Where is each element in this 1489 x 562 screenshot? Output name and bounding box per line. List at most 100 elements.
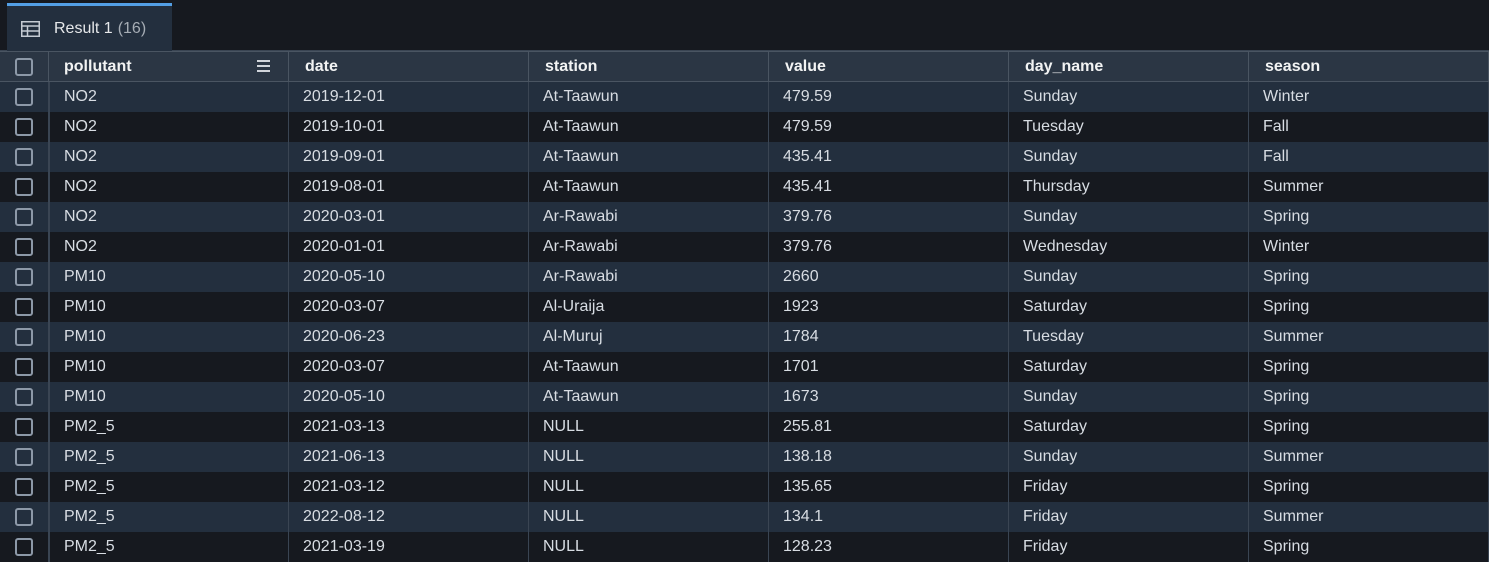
- table-row[interactable]: PM2_5 2021-03-13 NULL 255.81 Saturday Spring: [0, 412, 1489, 442]
- cell-date[interactable]: 2020-06-23: [289, 322, 529, 352]
- cell-pollutant[interactable]: NO2: [49, 172, 289, 202]
- cell-station[interactable]: At-Taawun: [529, 112, 769, 142]
- cell-pollutant[interactable]: NO2: [49, 142, 289, 172]
- cell-station[interactable]: Ar-Rawabi: [529, 262, 769, 292]
- column-header-pollutant[interactable]: pollutant: [49, 52, 289, 81]
- cell-season[interactable]: Spring: [1249, 382, 1489, 412]
- cell-station[interactable]: NULL: [529, 442, 769, 472]
- row-checkbox[interactable]: [15, 538, 33, 556]
- cell-date[interactable]: 2020-03-07: [289, 352, 529, 382]
- cell-season[interactable]: Spring: [1249, 202, 1489, 232]
- cell-day-name[interactable]: Saturday: [1009, 352, 1249, 382]
- cell-pollutant[interactable]: PM10: [49, 352, 289, 382]
- cell-value[interactable]: 379.76: [769, 202, 1009, 232]
- row-checkbox[interactable]: [15, 148, 33, 166]
- cell-value[interactable]: 479.59: [769, 82, 1009, 112]
- cell-station[interactable]: NULL: [529, 412, 769, 442]
- cell-day-name[interactable]: Wednesday: [1009, 232, 1249, 262]
- cell-season[interactable]: Fall: [1249, 112, 1489, 142]
- cell-value[interactable]: 255.81: [769, 412, 1009, 442]
- cell-date[interactable]: 2020-03-07: [289, 292, 529, 322]
- cell-day-name[interactable]: Tuesday: [1009, 322, 1249, 352]
- cell-pollutant[interactable]: NO2: [49, 82, 289, 112]
- cell-pollutant[interactable]: PM10: [49, 322, 289, 352]
- row-checkbox[interactable]: [15, 418, 33, 436]
- cell-value[interactable]: 128.23: [769, 532, 1009, 562]
- column-header-station[interactable]: station: [529, 52, 769, 81]
- table-row[interactable]: NO2 2020-01-01 Ar-Rawabi 379.76 Wednesday Win…: [0, 232, 1489, 262]
- cell-day-name[interactable]: Tuesday: [1009, 112, 1249, 142]
- cell-date[interactable]: 2021-03-19: [289, 532, 529, 562]
- cell-date[interactable]: 2020-03-01: [289, 202, 529, 232]
- cell-value[interactable]: 1923: [769, 292, 1009, 322]
- cell-station[interactable]: Al-Muruj: [529, 322, 769, 352]
- cell-date[interactable]: 2021-06-13: [289, 442, 529, 472]
- cell-season[interactable]: Winter: [1249, 232, 1489, 262]
- table-row[interactable]: PM10 2020-05-10 Ar-Rawabi 2660 Sunday Spring: [0, 262, 1489, 292]
- cell-value[interactable]: 135.65: [769, 472, 1009, 502]
- cell-date[interactable]: 2021-03-13: [289, 412, 529, 442]
- cell-pollutant[interactable]: PM2_5: [49, 532, 289, 562]
- table-row[interactable]: PM10 2020-03-07 At-Taawun 1701 Saturday Sprin…: [0, 352, 1489, 382]
- cell-date[interactable]: 2020-01-01: [289, 232, 529, 262]
- cell-value[interactable]: 2660: [769, 262, 1009, 292]
- cell-pollutant[interactable]: PM2_5: [49, 442, 289, 472]
- cell-season[interactable]: Summer: [1249, 502, 1489, 532]
- cell-value[interactable]: 435.41: [769, 172, 1009, 202]
- cell-day-name[interactable]: Sunday: [1009, 262, 1249, 292]
- row-checkbox[interactable]: [15, 208, 33, 226]
- cell-value[interactable]: 1784: [769, 322, 1009, 352]
- cell-season[interactable]: Spring: [1249, 532, 1489, 562]
- cell-day-name[interactable]: Sunday: [1009, 382, 1249, 412]
- column-header-day-name[interactable]: day_name: [1009, 52, 1249, 81]
- cell-station[interactable]: At-Taawun: [529, 352, 769, 382]
- cell-day-name[interactable]: Thursday: [1009, 172, 1249, 202]
- column-header-date[interactable]: date: [289, 52, 529, 81]
- row-checkbox[interactable]: [15, 118, 33, 136]
- cell-station[interactable]: NULL: [529, 472, 769, 502]
- table-row[interactable]: PM2_5 2022-08-12 NULL 134.1 Friday Summer: [0, 502, 1489, 532]
- row-checkbox[interactable]: [15, 358, 33, 376]
- cell-season[interactable]: Summer: [1249, 322, 1489, 352]
- cell-date[interactable]: 2019-10-01: [289, 112, 529, 142]
- cell-value[interactable]: 134.1: [769, 502, 1009, 532]
- cell-pollutant[interactable]: NO2: [49, 232, 289, 262]
- cell-station[interactable]: At-Taawun: [529, 172, 769, 202]
- cell-value[interactable]: 138.18: [769, 442, 1009, 472]
- table-row[interactable]: PM10 2020-05-10 At-Taawun 1673 Sunday Spring: [0, 382, 1489, 412]
- cell-date[interactable]: 2019-09-01: [289, 142, 529, 172]
- cell-season[interactable]: Fall: [1249, 142, 1489, 172]
- cell-pollutant[interactable]: PM2_5: [49, 472, 289, 502]
- table-row[interactable]: PM2_5 2021-03-19 NULL 128.23 Friday Spring: [0, 532, 1489, 562]
- row-checkbox[interactable]: [15, 178, 33, 196]
- cell-day-name[interactable]: Friday: [1009, 502, 1249, 532]
- table-row[interactable]: NO2 2019-10-01 At-Taawun 479.59 Tuesday Fall: [0, 112, 1489, 142]
- row-checkbox[interactable]: [15, 268, 33, 286]
- cell-season[interactable]: Spring: [1249, 412, 1489, 442]
- cell-day-name[interactable]: Sunday: [1009, 82, 1249, 112]
- table-row[interactable]: PM10 2020-06-23 Al-Muruj 1784 Tuesday Summer: [0, 322, 1489, 352]
- cell-pollutant[interactable]: PM10: [49, 292, 289, 322]
- row-checkbox[interactable]: [15, 298, 33, 316]
- row-checkbox[interactable]: [15, 388, 33, 406]
- column-header-season[interactable]: season: [1249, 52, 1489, 81]
- cell-station[interactable]: Ar-Rawabi: [529, 202, 769, 232]
- cell-value[interactable]: 379.76: [769, 232, 1009, 262]
- cell-pollutant[interactable]: PM10: [49, 382, 289, 412]
- cell-value[interactable]: 435.41: [769, 142, 1009, 172]
- cell-pollutant[interactable]: PM2_5: [49, 502, 289, 532]
- cell-date[interactable]: 2021-03-12: [289, 472, 529, 502]
- cell-station[interactable]: NULL: [529, 502, 769, 532]
- cell-value[interactable]: 1673: [769, 382, 1009, 412]
- cell-value[interactable]: 479.59: [769, 112, 1009, 142]
- cell-season[interactable]: Winter: [1249, 82, 1489, 112]
- table-row[interactable]: NO2 2019-12-01 At-Taawun 479.59 Sunday Winter: [0, 82, 1489, 112]
- cell-season[interactable]: Summer: [1249, 172, 1489, 202]
- cell-season[interactable]: Spring: [1249, 352, 1489, 382]
- cell-date[interactable]: 2020-05-10: [289, 262, 529, 292]
- cell-day-name[interactable]: Friday: [1009, 532, 1249, 562]
- table-row[interactable]: PM10 2020-03-07 Al-Uraija 1923 Saturday Sprin…: [0, 292, 1489, 322]
- cell-station[interactable]: At-Taawun: [529, 382, 769, 412]
- table-row[interactable]: PM2_5 2021-06-13 NULL 138.18 Sunday Summer: [0, 442, 1489, 472]
- cell-station[interactable]: Ar-Rawabi: [529, 232, 769, 262]
